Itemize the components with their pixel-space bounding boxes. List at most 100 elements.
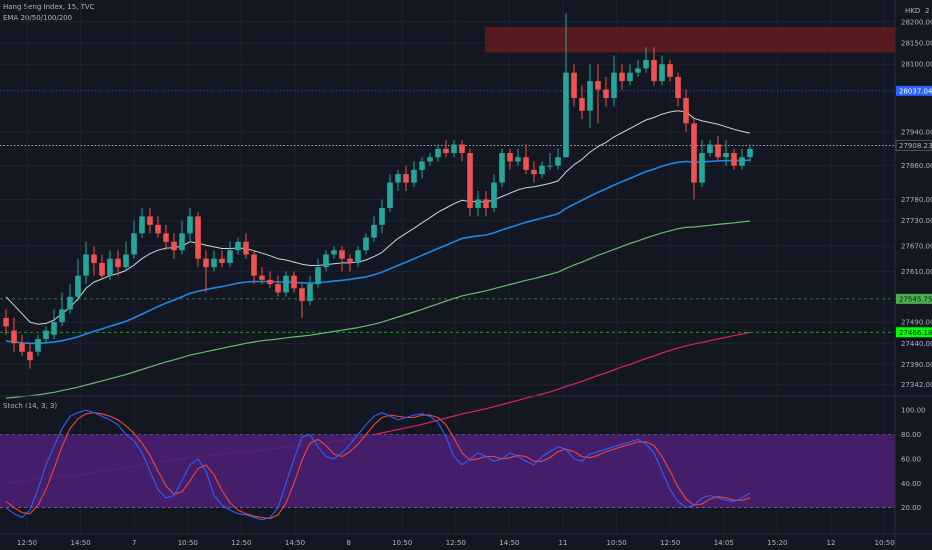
price-tick-label: 27940.00 xyxy=(901,128,932,136)
candle-body xyxy=(595,81,601,90)
candle-body xyxy=(331,250,337,255)
candle-body xyxy=(555,157,561,166)
candle-body xyxy=(259,275,265,280)
candle-body xyxy=(683,98,689,124)
candle-body xyxy=(283,275,289,293)
price-level-tag xyxy=(896,293,932,304)
candle-body xyxy=(19,343,25,352)
candle-body xyxy=(267,279,273,285)
candle-body xyxy=(195,216,201,259)
candle-body xyxy=(715,144,721,158)
candle-body xyxy=(403,174,409,183)
candle-body xyxy=(235,241,241,251)
candle-body xyxy=(163,233,169,242)
currency-label[interactable]: HKD xyxy=(905,7,920,15)
stoch-tick-label: 60.00 xyxy=(901,455,921,463)
candle-body xyxy=(203,258,209,268)
axes: 28200.00 28150.00 28100.00 27940.00 27860.00… xyxy=(17,18,932,547)
stoch-tick-label: 20.00 xyxy=(901,504,921,512)
candle-body xyxy=(123,254,129,268)
candle-body xyxy=(107,258,113,276)
candle-body xyxy=(299,288,305,301)
stochastic-panel xyxy=(0,409,895,521)
candle-body xyxy=(523,157,529,170)
candle-body xyxy=(275,284,281,293)
candle-body xyxy=(99,262,105,276)
indicator-label: EMA 20/50/100/200 xyxy=(3,14,73,22)
candle-body xyxy=(379,207,385,225)
ema20-line xyxy=(5,110,751,325)
price-tick-label: 27610.00 xyxy=(901,268,932,276)
candle-body xyxy=(139,216,145,234)
candle-body xyxy=(147,216,153,225)
candle-body xyxy=(395,174,401,183)
candle-body xyxy=(3,317,9,327)
stoch-tick-label: 100.00 xyxy=(901,407,926,415)
candle-body xyxy=(27,351,33,361)
candle-body xyxy=(563,72,569,158)
stoch-d-line xyxy=(5,412,751,520)
candle-body xyxy=(363,237,369,251)
candlesticks xyxy=(3,13,753,369)
price-level-label: 27545.75 xyxy=(899,295,932,303)
ema100-line xyxy=(5,220,751,399)
candle-body xyxy=(435,148,441,158)
candle-body xyxy=(451,144,457,153)
candle-body xyxy=(643,59,649,69)
candle-body xyxy=(603,89,609,99)
price-tick-label: 27440.00 xyxy=(901,340,932,348)
candle-body xyxy=(723,152,729,158)
stoch-k-line xyxy=(5,409,751,521)
candle-body xyxy=(611,72,617,99)
candle-body xyxy=(443,148,449,153)
candle-body xyxy=(691,123,697,183)
time-tick-label: 10:50 xyxy=(607,539,627,547)
candle-body xyxy=(131,233,137,255)
ema-lines xyxy=(5,110,751,484)
candle-body xyxy=(579,98,585,111)
candle-body xyxy=(747,148,753,158)
candle-body xyxy=(547,165,553,167)
candle-body xyxy=(307,284,313,301)
price-level-tag xyxy=(896,327,932,338)
ema50-line xyxy=(5,159,751,345)
stoch-tick-label: 40.00 xyxy=(901,480,921,488)
candle-body xyxy=(731,152,737,166)
price-levels: 28037.04 27908.23 27545.75 27466.18 xyxy=(0,85,932,338)
candle-body xyxy=(387,182,393,208)
price-tick-label: 27490.00 xyxy=(901,319,932,327)
candle-body xyxy=(699,152,705,183)
time-tick-label: 12:50 xyxy=(446,539,466,547)
candle-body xyxy=(211,258,217,268)
candle-body xyxy=(707,144,713,153)
candle-body xyxy=(667,64,673,77)
price-level-tag xyxy=(895,139,932,151)
time-tick-label: 14:50 xyxy=(499,539,519,547)
candle-body xyxy=(155,224,161,234)
candle-body xyxy=(483,199,489,208)
price-tick-label: 27730.00 xyxy=(901,217,932,225)
price-tick-label: 28150.00 xyxy=(901,40,932,48)
price-tick-label: 27860.00 xyxy=(901,162,932,170)
candle-body xyxy=(427,157,433,162)
candle-body xyxy=(243,241,249,255)
candle-body xyxy=(619,72,625,82)
time-tick-label: 15:20 xyxy=(767,539,787,547)
time-tick-label: 10:50 xyxy=(875,539,895,547)
candle-body xyxy=(507,152,513,162)
candle-body xyxy=(571,72,577,99)
time-tick-label: 10:50 xyxy=(178,539,198,547)
candle-body xyxy=(219,258,225,263)
price-tick-label: 28100.00 xyxy=(901,61,932,69)
chart-title: Hang Seng Index, 15, TVC xyxy=(3,3,95,11)
candle-body xyxy=(59,309,65,323)
time-tick-label: 12:50 xyxy=(17,539,37,547)
candle-body xyxy=(11,330,17,344)
candle-body xyxy=(347,258,353,263)
time-tick-label: 11 xyxy=(559,539,568,547)
price-level-label: 27466.18 xyxy=(899,329,932,337)
price-tick-label: 27342.00 xyxy=(901,381,932,389)
candle-body xyxy=(587,81,593,111)
candle-body xyxy=(651,59,657,82)
